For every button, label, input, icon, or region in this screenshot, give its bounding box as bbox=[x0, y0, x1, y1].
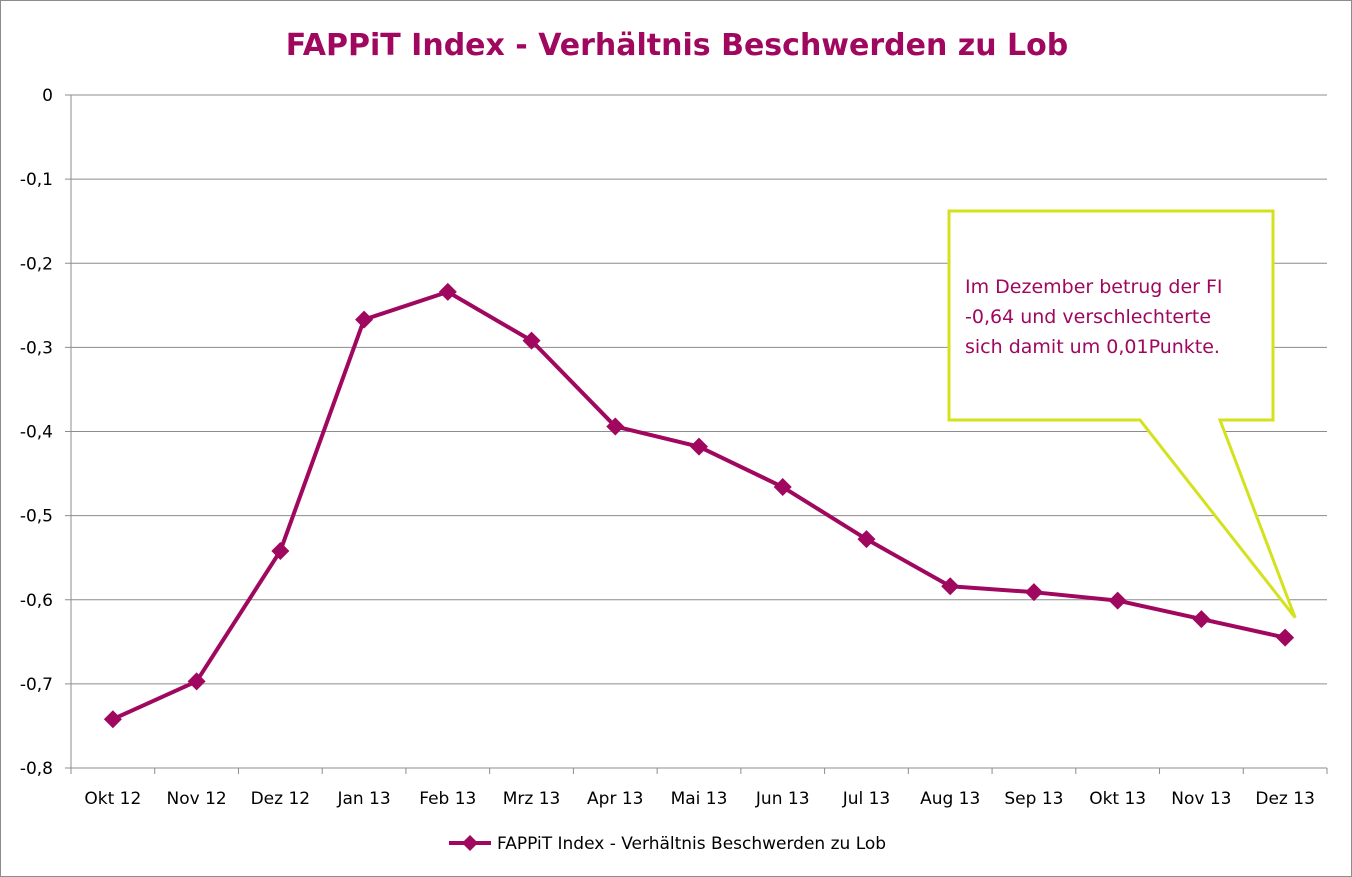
x-tick-label: Okt 13 bbox=[1089, 789, 1146, 809]
series-line bbox=[103, 282, 1295, 729]
y-tick-label: -0,3 bbox=[20, 338, 53, 358]
x-tick-label: Jul 13 bbox=[842, 789, 891, 809]
callout-annotation: Im Dezember betrug der FI -0,64 und versc… bbox=[947, 209, 1297, 619]
y-axis: 0 -0,1 -0,2 -0,3 -0,4 -0,5 -0,6 -0,7 -0,8 bbox=[20, 86, 72, 779]
data-point-marker bbox=[438, 282, 457, 301]
legend-label: FAPPiT Index - Verhältnis Beschwerden zu… bbox=[497, 834, 886, 854]
x-tick-label: Okt 12 bbox=[84, 789, 141, 809]
y-tick-label: -0,1 bbox=[20, 170, 53, 190]
data-point-marker bbox=[1276, 628, 1295, 647]
data-point-marker bbox=[355, 310, 374, 329]
x-tick-label: Nov 13 bbox=[1171, 789, 1231, 809]
x-tick-label: Mrz 13 bbox=[503, 789, 561, 809]
y-tick-label: -0,8 bbox=[20, 759, 53, 779]
data-point-marker bbox=[1108, 591, 1127, 610]
data-point-marker bbox=[606, 417, 625, 436]
data-point-marker bbox=[522, 331, 541, 350]
x-tick-label: Aug 13 bbox=[920, 789, 980, 809]
x-tick-label: Jun 13 bbox=[755, 789, 810, 809]
y-tick-label: 0 bbox=[42, 86, 53, 106]
chart-title: FAPPiT Index - Verhältnis Beschwerden zu… bbox=[286, 28, 1069, 63]
x-axis: Okt 12 Nov 12 Dez 12 Jan 13 Feb 13 Mrz 13 Apr … bbox=[70, 768, 1328, 809]
x-tick-label: Dez 12 bbox=[251, 789, 311, 809]
legend: FAPPiT Index - Verhältnis Beschwerden zu… bbox=[449, 834, 886, 854]
data-point-marker bbox=[103, 710, 122, 729]
y-tick-label: -0,6 bbox=[20, 591, 53, 611]
data-point-marker bbox=[941, 577, 960, 596]
callout-text-line: Im Dezember betrug der FI bbox=[965, 276, 1223, 298]
data-point-marker bbox=[1192, 610, 1211, 629]
legend-swatch-marker bbox=[462, 835, 478, 851]
y-tick-label: -0,4 bbox=[20, 423, 53, 443]
x-tick-label: Jan 13 bbox=[336, 789, 390, 809]
x-tick-label: Sep 13 bbox=[1004, 789, 1063, 809]
data-point-marker bbox=[690, 437, 708, 456]
data-point-marker bbox=[187, 672, 206, 691]
callout-text-line: -0,64 und verschlechterte bbox=[965, 306, 1211, 328]
x-tick-label: Mai 13 bbox=[671, 789, 728, 809]
x-tick-label: Nov 12 bbox=[166, 789, 226, 809]
gridlines bbox=[71, 94, 1327, 769]
y-tick-label: -0,5 bbox=[20, 507, 53, 527]
x-tick-label: Dez 13 bbox=[1255, 789, 1315, 809]
callout-box bbox=[947, 209, 1297, 619]
y-tick-label: -0,7 bbox=[20, 675, 53, 695]
x-tick-label: Feb 13 bbox=[419, 789, 476, 809]
data-point-marker bbox=[271, 541, 290, 560]
callout-text-line: sich damit um 0,01Punkte. bbox=[965, 336, 1220, 358]
data-point-marker bbox=[773, 478, 792, 497]
y-tick-label: -0,2 bbox=[20, 254, 53, 274]
x-tick-label: Apr 13 bbox=[587, 789, 643, 809]
data-point-marker bbox=[857, 530, 876, 549]
data-point-marker bbox=[1024, 583, 1043, 602]
